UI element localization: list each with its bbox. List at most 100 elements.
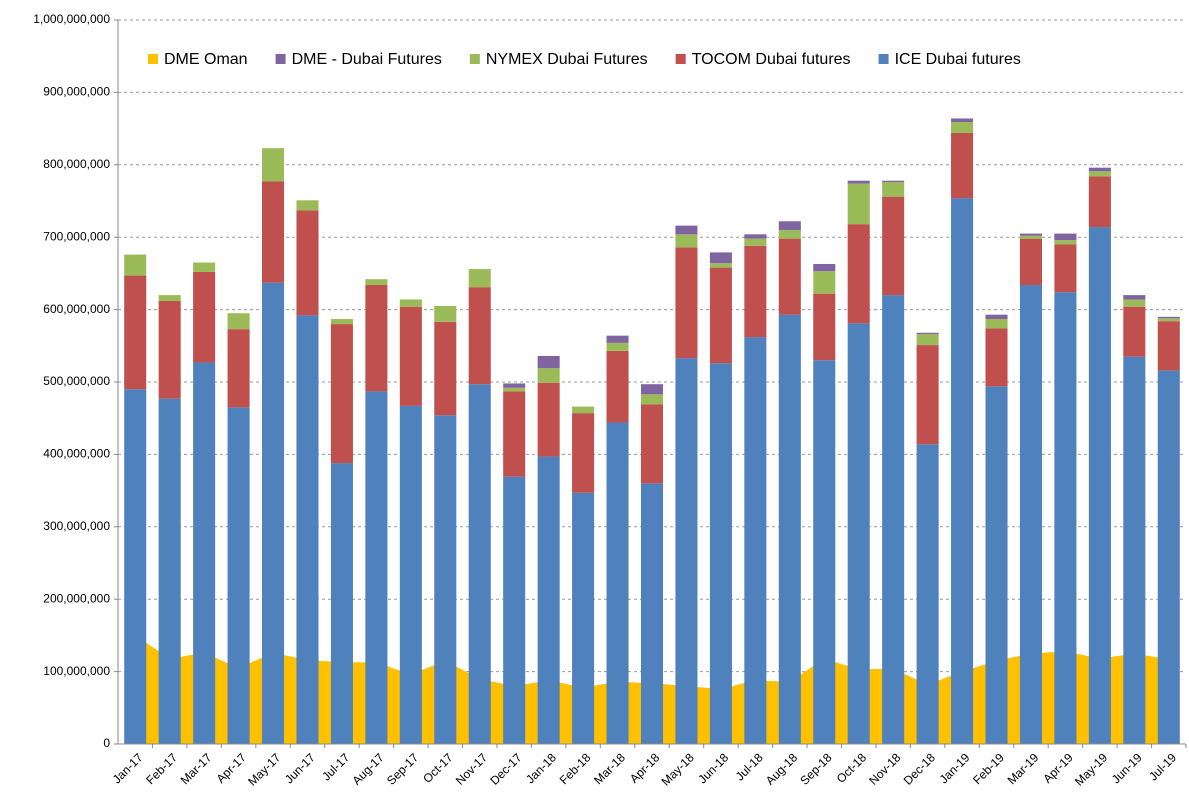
bar <box>365 391 388 744</box>
x-tick-label: Jun-19 <box>1109 750 1145 786</box>
bar <box>1123 306 1146 357</box>
x-tick-label: Feb-19 <box>970 750 1007 787</box>
bar <box>882 180 905 183</box>
bar <box>1019 284 1042 744</box>
bar <box>434 321 457 416</box>
x-tick-label: Mar-17 <box>178 750 215 787</box>
bar <box>1088 167 1111 172</box>
bar <box>399 405 422 744</box>
bar <box>537 355 560 369</box>
y-tick-label: 0 <box>103 736 110 750</box>
bar <box>951 198 974 744</box>
y-tick-label: 600,000,000 <box>43 302 110 316</box>
bar <box>468 287 491 385</box>
x-tick-label: Apr-18 <box>627 750 663 786</box>
bar <box>537 382 560 457</box>
x-tick-label: Dec-18 <box>901 750 938 787</box>
bar <box>193 362 216 744</box>
bar <box>985 328 1008 387</box>
y-tick-label: 800,000,000 <box>43 157 110 171</box>
bar <box>468 384 491 744</box>
bar <box>709 363 732 744</box>
bar <box>675 225 698 235</box>
bar <box>330 319 353 325</box>
x-tick-label: May-18 <box>659 750 697 788</box>
bar <box>1019 238 1042 285</box>
bar <box>606 335 629 343</box>
bar <box>882 182 905 197</box>
x-tick-label: Oct-18 <box>834 750 870 786</box>
bar <box>744 238 767 246</box>
bar <box>503 476 526 744</box>
bar <box>399 306 422 406</box>
bar <box>778 229 801 239</box>
bar <box>1157 321 1180 371</box>
legend-swatch <box>275 54 286 64</box>
bar <box>847 180 870 184</box>
x-tick-label: Jan-17 <box>110 750 146 786</box>
bar <box>1054 244 1077 293</box>
legend-label: DME - Dubai Futures <box>292 51 442 68</box>
bar <box>1157 316 1180 319</box>
bar <box>709 252 732 264</box>
bar <box>744 337 767 744</box>
bar <box>158 300 181 399</box>
bar <box>124 275 147 390</box>
bar <box>640 394 664 405</box>
bar <box>709 267 732 364</box>
bar <box>675 358 698 744</box>
bar <box>1157 370 1180 744</box>
bar <box>778 221 801 230</box>
bar <box>640 404 664 484</box>
bar <box>709 263 732 268</box>
x-tick-label: Jan-18 <box>523 750 559 786</box>
bar <box>1123 299 1146 307</box>
bar <box>296 315 319 744</box>
bar <box>124 254 147 276</box>
bar <box>468 269 491 288</box>
x-tick-label: Mar-19 <box>1005 750 1042 787</box>
bar <box>262 148 285 182</box>
bar <box>847 323 870 744</box>
x-tick-label: Aug-17 <box>349 750 386 787</box>
bar <box>640 483 664 744</box>
bar <box>847 183 870 225</box>
x-tick-label: Sep-17 <box>384 750 421 787</box>
y-tick-label: 1,000,000,000 <box>33 12 110 26</box>
y-tick-label: 500,000,000 <box>43 374 110 388</box>
bar <box>916 332 939 335</box>
bar <box>675 234 698 248</box>
bar <box>537 368 560 383</box>
bar <box>1157 318 1180 322</box>
bar <box>1054 233 1077 241</box>
x-tick-label: Jul-17 <box>319 750 352 783</box>
bar <box>227 329 250 408</box>
bar <box>434 415 457 744</box>
bar <box>1019 235 1042 239</box>
bar <box>537 456 560 744</box>
bar <box>847 224 870 324</box>
bar <box>227 407 250 744</box>
bar <box>916 345 939 445</box>
bar <box>640 384 664 395</box>
x-tick-label: Nov-18 <box>866 750 903 787</box>
x-tick-label: Nov-17 <box>453 750 490 787</box>
x-tick-label: May-19 <box>1072 750 1110 788</box>
bar <box>330 324 353 464</box>
bar <box>813 271 836 294</box>
legend-label: ICE Dubai futures <box>895 51 1021 68</box>
y-tick-label: 300,000,000 <box>43 519 110 533</box>
bar <box>1123 295 1146 300</box>
bar <box>744 245 767 338</box>
bar <box>882 295 905 744</box>
bar <box>330 463 353 744</box>
bar <box>985 319 1008 329</box>
y-tick-label: 700,000,000 <box>43 229 110 243</box>
bar <box>1088 176 1111 228</box>
bar <box>916 334 939 346</box>
legend-swatch <box>878 54 889 64</box>
x-tick-label: Aug-18 <box>763 750 800 787</box>
bar <box>778 238 801 315</box>
bar <box>951 118 974 123</box>
